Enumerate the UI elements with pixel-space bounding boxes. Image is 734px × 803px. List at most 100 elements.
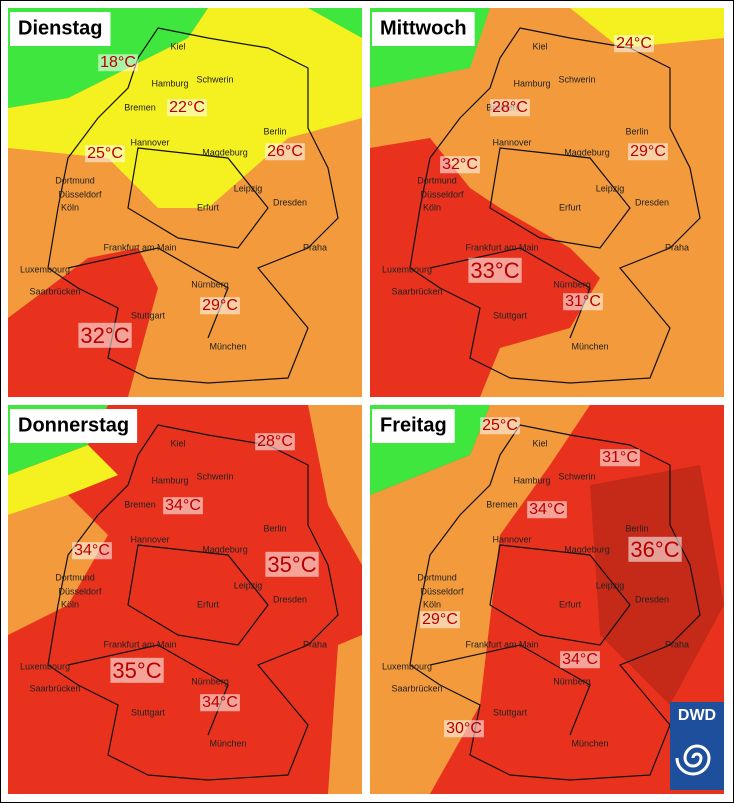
temperature-label: 29°C — [202, 297, 238, 314]
day-label: Mittwoch — [380, 17, 467, 39]
city-label: München — [209, 738, 246, 748]
city-label: Frankfurt am Main — [103, 639, 176, 649]
day-label: Freitag — [380, 414, 447, 436]
city-label: Dortmund — [417, 572, 457, 582]
city-label: Dresden — [635, 197, 669, 207]
city-label: Dresden — [273, 594, 307, 604]
temp-background — [468, 257, 522, 283]
city-label: Düsseldorf — [420, 189, 464, 199]
temp-background — [167, 99, 207, 117]
city-label: Schwerin — [558, 471, 595, 481]
city-label: Saarbrücken — [29, 286, 80, 296]
city-label: Magdeburg — [564, 544, 610, 554]
city-label: Praha — [665, 242, 689, 252]
city-label: Hannover — [492, 137, 531, 147]
temperature-label: 36°C — [630, 537, 679, 562]
city-label: Dortmund — [417, 175, 457, 185]
temperature-label: 24°C — [616, 35, 652, 52]
temp-background — [200, 694, 240, 712]
city-label: Bremen — [486, 499, 518, 509]
temp-background — [628, 536, 682, 562]
temp-background — [628, 143, 668, 161]
city-label: Dresden — [635, 594, 669, 604]
city-label: Hannover — [492, 534, 531, 544]
city-label: Kiel — [532, 41, 547, 51]
panel: KielHamburgSchwerinBremenHannoverBerlinM… — [372, 12, 689, 351]
panel-map — [370, 405, 724, 794]
temperature-label: 25°C — [482, 417, 518, 434]
city-label: München — [571, 341, 608, 351]
city-label: Hamburg — [513, 78, 550, 88]
temp-background — [563, 293, 603, 311]
city-label: Praha — [665, 639, 689, 649]
city-label: Luxembourg — [20, 264, 70, 274]
city-label: Berlin — [263, 126, 286, 136]
city-label: Hamburg — [151, 475, 188, 485]
temp-background — [480, 417, 520, 435]
day-label: Donnerstag — [18, 414, 129, 436]
temp-background — [560, 651, 600, 669]
city-label: Stuttgart — [131, 707, 166, 717]
temperature-label: 32°C — [80, 323, 129, 348]
city-label: Leipzig — [596, 183, 625, 193]
city-label: Düsseldorf — [58, 586, 102, 596]
city-label: Kiel — [170, 438, 185, 448]
city-label: Dresden — [273, 197, 307, 207]
city-label: Bremen — [124, 102, 156, 112]
temperature-label: 33°C — [470, 258, 519, 283]
city-label: Frankfurt am Main — [465, 242, 538, 252]
day-label-background — [372, 12, 475, 46]
city-label: Stuttgart — [493, 707, 528, 717]
temperature-label: 30°C — [446, 720, 482, 737]
temperature-label: 34°C — [165, 497, 201, 514]
temperature-label: 32°C — [442, 156, 478, 173]
temperature-label: 28°C — [257, 433, 293, 450]
city-label: Luxembourg — [382, 264, 432, 274]
city-label: Schwerin — [196, 471, 233, 481]
temp-background — [614, 35, 654, 53]
day-label-background — [372, 409, 455, 443]
city-label: Erfurt — [197, 202, 220, 212]
city-label: Luxembourg — [382, 661, 432, 671]
temperature-label: 26°C — [267, 143, 303, 160]
city-label: Köln — [61, 202, 79, 212]
temp-background — [420, 611, 460, 629]
city-label: Luxembourg — [20, 661, 70, 671]
day-label: Dienstag — [18, 17, 102, 39]
city-label: Frankfurt am Main — [103, 242, 176, 252]
temp-background — [265, 551, 319, 577]
temperature-label: 25°C — [87, 145, 123, 162]
city-label: Berlin — [625, 126, 648, 136]
dwd-logo: DWD — [670, 702, 724, 790]
city-label: Kiel — [170, 41, 185, 51]
temperature-label: 34°C — [529, 501, 565, 518]
city-label: Dortmund — [55, 175, 95, 185]
temperature-label: 35°C — [267, 552, 316, 577]
city-label: Erfurt — [197, 599, 220, 609]
temperature-label: 34°C — [562, 651, 598, 668]
city-label: Leipzig — [234, 183, 263, 193]
city-label: Erfurt — [559, 599, 582, 609]
temp-background — [85, 145, 125, 163]
temp-background — [200, 297, 240, 315]
city-label: Saarbrücken — [391, 286, 442, 296]
city-label: Magdeburg — [202, 544, 248, 554]
temp-background — [78, 322, 132, 348]
temperature-label: 28°C — [492, 99, 528, 116]
city-label: München — [571, 738, 608, 748]
city-label: Kiel — [532, 438, 547, 448]
city-label: Hannover — [130, 534, 169, 544]
city-label: Köln — [423, 599, 441, 609]
temp-background — [444, 720, 484, 738]
temp-background — [110, 657, 164, 683]
city-label: Düsseldorf — [58, 189, 102, 199]
day-label-background — [10, 409, 138, 443]
temperature-label: 29°C — [630, 143, 666, 160]
temp-background — [527, 501, 567, 519]
city-label: Nürnberg — [553, 279, 591, 289]
city-label: Nürnberg — [191, 676, 229, 686]
temperature-label: 35°C — [112, 658, 161, 683]
